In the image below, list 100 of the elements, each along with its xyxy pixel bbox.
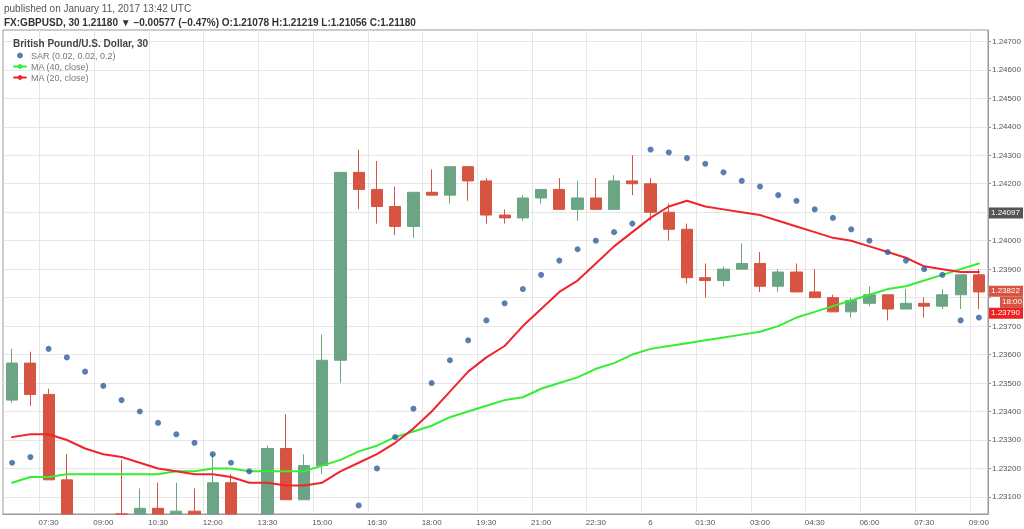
chart-subtitle: FX:GBPUSD, 30 1.21180 ▼ −0.00577 (−0.47%) O:1.21078 H:1.21219 L:1.21056 C:1.21180	[4, 16, 417, 28]
y-tick-label: 1.24000	[992, 236, 1022, 246]
point	[939, 271, 946, 278]
y-tick-label: 1.24400	[992, 122, 1022, 132]
point	[592, 237, 599, 244]
candlestick	[43, 388, 55, 481]
candlestick	[480, 177, 492, 225]
point	[446, 357, 453, 364]
candlestick	[426, 169, 438, 196]
candlestick	[61, 453, 73, 515]
x-tick-label: 13:30	[257, 517, 279, 527]
candlestick	[225, 473, 237, 515]
point	[410, 405, 417, 412]
point	[63, 354, 70, 361]
candlestick	[790, 262, 803, 293]
legend-label: MA (20, close)	[31, 72, 89, 83]
y-tick-label: 1.23400	[992, 407, 1022, 417]
candlestick	[389, 186, 401, 236]
x-tick-label: 04:30	[804, 517, 826, 527]
text: published on January 11, 2017 13:42 UTC	[4, 2, 192, 14]
text: 18:00	[1002, 297, 1023, 307]
x-tick-label: 12:00	[202, 517, 224, 527]
y-tick-label: 1.24200	[992, 179, 1022, 189]
y-tick-label: 1.23500	[992, 378, 1022, 388]
point	[483, 317, 490, 324]
point	[45, 345, 52, 352]
candlestick	[772, 268, 784, 293]
candlestick	[644, 177, 657, 222]
candlestick	[280, 413, 292, 501]
line-series	[11, 199, 980, 487]
x-tick-label: 07:30	[38, 517, 60, 527]
candlestick	[207, 453, 219, 515]
candlestick	[353, 149, 365, 210]
candlestick	[371, 160, 383, 225]
point	[118, 397, 125, 404]
point	[884, 249, 891, 256]
point	[173, 431, 180, 438]
candlestick	[499, 208, 511, 225]
candlestick	[736, 243, 748, 270]
point	[209, 451, 216, 458]
text: British Pound/U.S. Dollar, 30	[13, 37, 149, 49]
point	[228, 459, 235, 466]
y-tick-label: 1.24300	[992, 150, 1022, 160]
candlestick	[699, 262, 711, 299]
candlestick	[955, 274, 967, 310]
x-tick-label: 15:00	[312, 517, 333, 527]
point	[793, 197, 800, 204]
candlestick	[809, 268, 821, 299]
point	[611, 229, 618, 236]
point	[829, 214, 836, 221]
candlestick	[134, 487, 146, 515]
candlestick	[754, 251, 766, 293]
candlestick	[936, 288, 948, 310]
candlestick	[535, 188, 547, 205]
candlestick	[571, 180, 584, 222]
x-tick-label: 09:00	[968, 517, 990, 527]
candlestick	[188, 487, 201, 515]
x-tick-label: 06:00	[859, 517, 880, 527]
text: 1.23790	[991, 308, 1021, 318]
point	[665, 149, 672, 156]
candlestick	[407, 191, 420, 239]
y-tick-label: 1.23600	[992, 350, 1022, 360]
y-tick-label: 1.23200	[992, 463, 1022, 473]
x-tick-label: 18:00	[421, 517, 443, 527]
candlestick	[553, 177, 565, 210]
x-tick-label: 22:30	[585, 517, 607, 527]
x-tick-label: 16:30	[366, 517, 388, 527]
point	[428, 380, 435, 387]
candlestick	[334, 171, 347, 384]
candlestick	[973, 268, 985, 310]
candlestick	[900, 288, 912, 310]
point	[373, 465, 380, 472]
candlestick	[115, 459, 128, 515]
candlestick	[590, 177, 602, 210]
candlestick	[717, 265, 730, 287]
point	[82, 368, 89, 375]
x-tick-label: 07:30	[914, 517, 935, 527]
candlestick	[663, 203, 675, 242]
x-tick-label: 19:30	[476, 517, 497, 527]
point	[975, 314, 982, 321]
point	[501, 300, 508, 307]
point	[775, 192, 782, 199]
point	[684, 155, 691, 162]
annotation: 1.24097	[991, 208, 1021, 218]
y-tick-label: 1.23100	[992, 492, 1022, 502]
y-tick-label: 1.23900	[992, 264, 1022, 274]
legend-label: SAR (0.02, 0.02, 0.2)	[31, 50, 116, 61]
point	[629, 220, 636, 227]
point	[647, 146, 654, 153]
candlestick	[882, 294, 894, 321]
candlestick	[517, 194, 529, 222]
point	[574, 246, 581, 253]
point	[738, 177, 745, 184]
y-tick-label: 1.23300	[992, 435, 1022, 445]
point	[9, 459, 16, 466]
candlestick	[681, 223, 693, 284]
candlestick	[863, 285, 876, 307]
y-tick-label: 1.23700	[992, 321, 1022, 331]
legend-label: MA (40, close)	[31, 61, 89, 72]
point	[465, 337, 472, 344]
